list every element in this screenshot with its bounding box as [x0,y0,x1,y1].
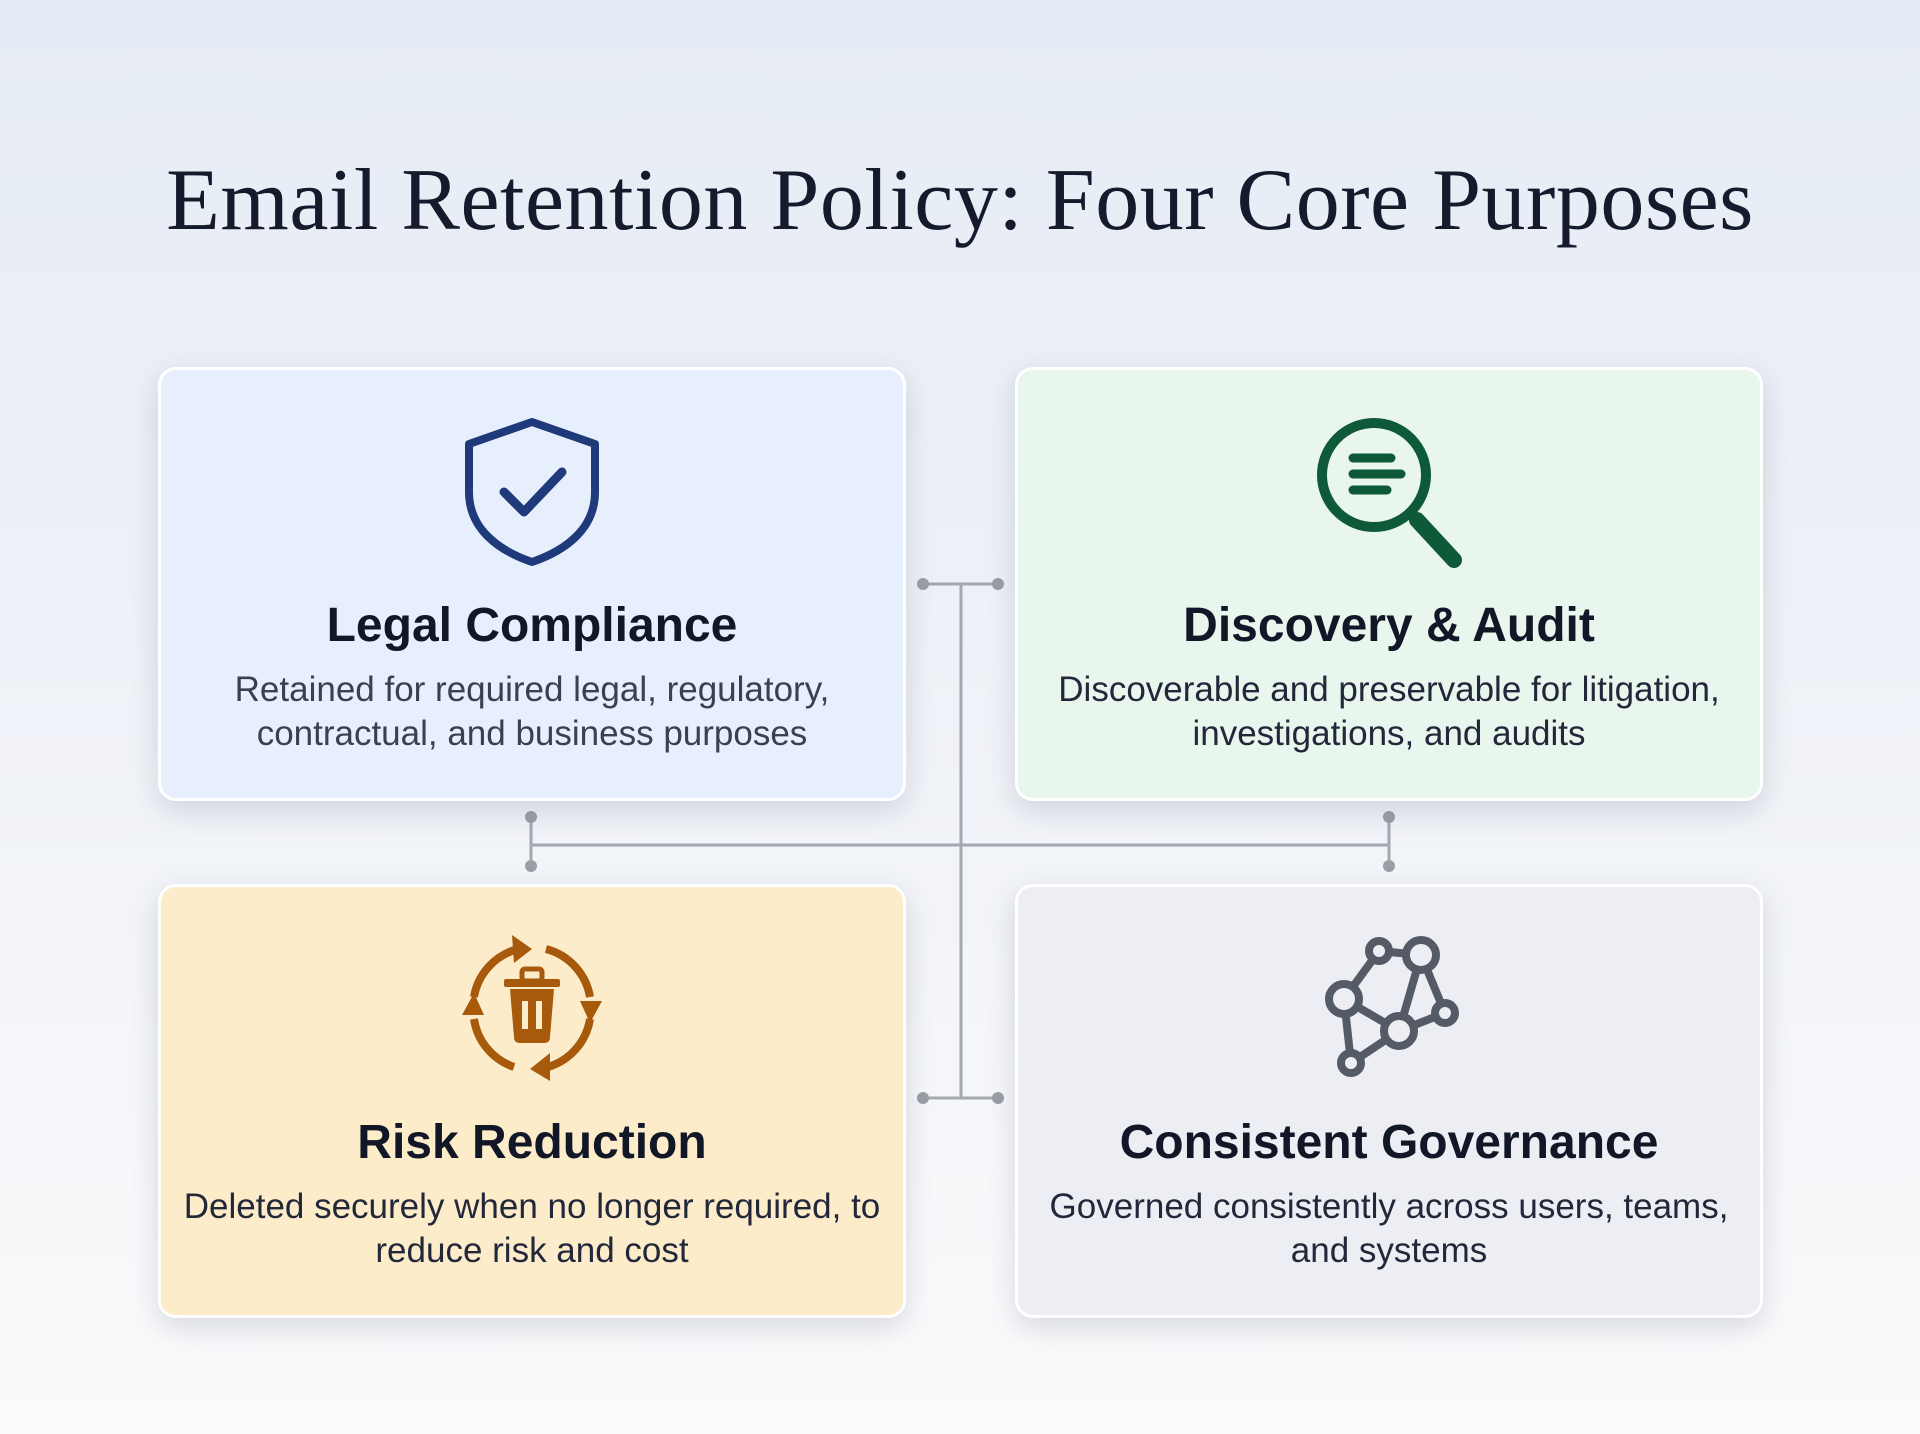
card-title: Consistent Governance [1119,1116,1659,1169]
card-consistent-governance: Consistent Governance Governed consisten… [1015,884,1763,1318]
card-description: Governed consistently across users, team… [1049,1187,1729,1270]
shield-check-icon [465,418,599,566]
card-description: Deleted securely when no longer required… [183,1187,881,1270]
card-discovery-audit: Discovery & Audit Discoverable and prese… [1015,367,1763,801]
card-title: Risk Reduction [357,1116,707,1169]
page-title: Email Retention Policy: Four Core Purpos… [166,152,1754,249]
card-title: Legal Compliance [326,599,738,652]
card-title: Discovery & Audit [1183,599,1595,652]
card-description: Discoverable and preservable for litigat… [1058,670,1720,753]
card-risk-reduction: Risk Reduction Deleted securely when no … [158,884,906,1318]
card-legal-compliance: Legal Compliance Retained for required l… [158,367,906,801]
recycle-trash-icon [462,935,602,1081]
magnifier-document-icon [1317,418,1462,568]
network-nodes-icon [1325,936,1459,1077]
card-description: Retained for required legal, regulatory,… [234,670,830,753]
